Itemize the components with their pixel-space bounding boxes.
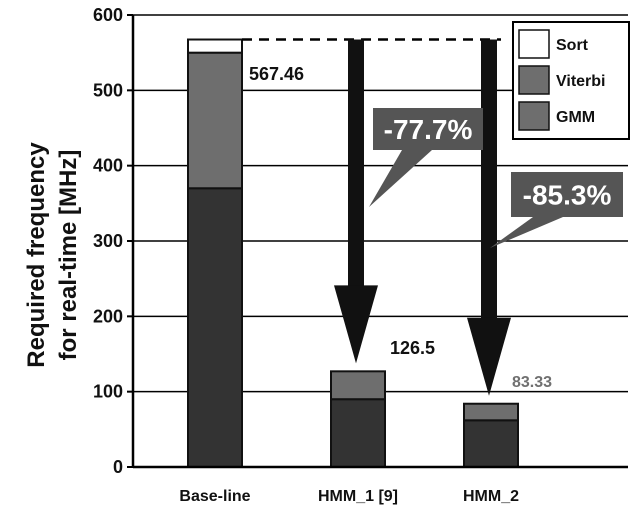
y-tick-label: 200 <box>93 306 123 326</box>
category-label: Base-line <box>179 488 250 505</box>
category-labels: Base-line HMM_1 [9] HMM_2 <box>179 488 519 505</box>
y-axis-title-line-1: Required frequency <box>23 142 50 368</box>
arrow-head <box>467 317 511 396</box>
reduction-label: -85.3% <box>523 180 612 211</box>
bar-segment-viterbi <box>330 370 386 401</box>
callout-box <box>511 172 623 217</box>
arrow-shaft <box>348 39 364 288</box>
bar-segment-viterbi <box>187 51 243 190</box>
y-tick-labels: 0 100 200 300 400 500 600 <box>93 5 133 477</box>
total-label: 567.46 <box>249 64 304 84</box>
total-value-labels: 567.46 126.5 83.33 <box>249 64 552 391</box>
y-tick-label: 600 <box>93 5 123 25</box>
arrow-head <box>334 285 378 364</box>
y-tick-label: 0 <box>113 457 123 477</box>
legend-label: Viterbi <box>556 73 606 90</box>
reduction-label: -77.7% <box>384 114 473 145</box>
callout-pointer <box>369 150 432 207</box>
y-axis-title: Required frequency for real-time [MHz] <box>23 142 82 368</box>
total-label: 126.5 <box>390 338 435 358</box>
y-axis-title-line-2: for real-time [MHz] <box>55 150 82 361</box>
total-label: 83.33 <box>512 374 552 391</box>
category-label: HMM_1 [9] <box>318 488 398 505</box>
legend-label: GMM <box>556 109 595 126</box>
axes <box>131 15 628 469</box>
bars <box>187 38 519 469</box>
y-tick-label: 300 <box>93 231 123 251</box>
legend: Sort Viterbi GMM <box>512 21 630 140</box>
bar-segment-gmm <box>187 187 243 468</box>
y-tick-label: 100 <box>93 382 123 402</box>
arrow-shaft <box>481 39 497 320</box>
bar-segment-gmm <box>463 419 519 468</box>
category-label: HMM_2 <box>463 488 519 505</box>
reduction-callouts: -77.7% -85.3% <box>369 108 623 248</box>
legend-swatch-gmm <box>518 101 550 131</box>
bar-segment-sort <box>187 38 243 54</box>
callout-box <box>373 108 483 150</box>
bar-segment-gmm <box>330 398 386 469</box>
legend-swatch-sort <box>518 29 550 59</box>
legend-label: Sort <box>556 37 589 54</box>
y-tick-label: 400 <box>93 156 123 176</box>
bar-segment-viterbi <box>463 402 519 422</box>
y-tick-label: 500 <box>93 80 123 100</box>
legend-swatch-viterbi <box>518 65 550 95</box>
reduction-arrows <box>334 39 511 396</box>
callout-pointer <box>490 217 563 248</box>
